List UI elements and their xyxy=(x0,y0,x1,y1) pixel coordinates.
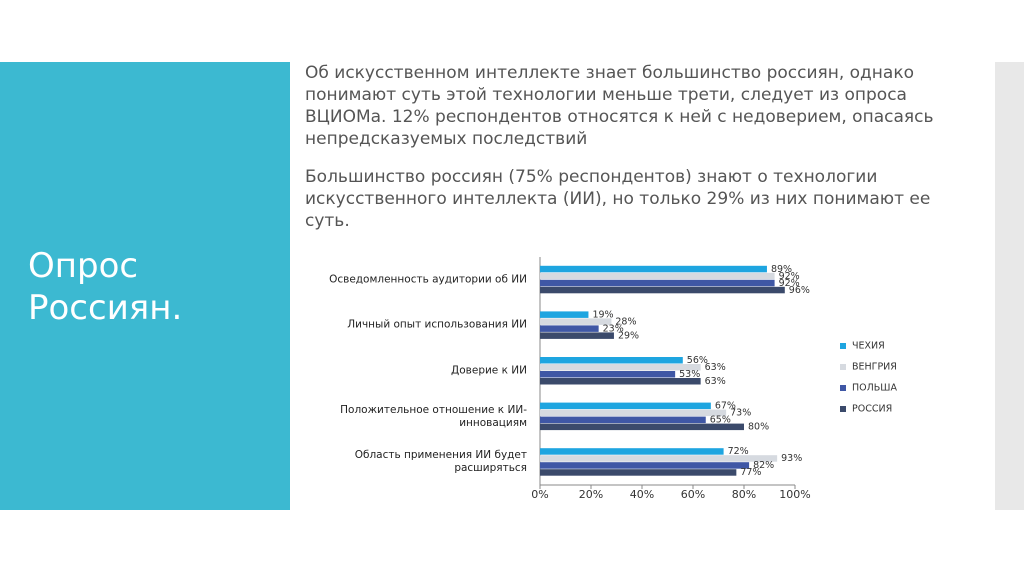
legend-swatch xyxy=(840,385,846,391)
data-label: 23% xyxy=(603,323,624,334)
bar xyxy=(540,409,727,417)
data-label: 29% xyxy=(618,330,639,341)
bar xyxy=(540,272,775,280)
data-label: 63% xyxy=(705,362,726,373)
bar xyxy=(540,279,775,287)
data-label: 92% xyxy=(779,271,800,282)
legend-label: ПОЛЬША xyxy=(852,383,897,394)
data-label: 89% xyxy=(771,264,792,275)
legend-label: ВЕНГРИЯ xyxy=(852,362,897,373)
bar xyxy=(540,332,614,339)
category-label: Положительное отношение к ИИ-инновациям xyxy=(340,403,527,429)
data-label: 96% xyxy=(789,285,810,296)
bar xyxy=(540,325,599,332)
data-label: 53% xyxy=(679,369,700,380)
bar xyxy=(540,455,778,462)
x-tick-label: 40% xyxy=(630,488,654,501)
data-label: 19% xyxy=(592,309,613,320)
data-label: 93% xyxy=(781,453,802,464)
bar xyxy=(540,378,701,385)
bar xyxy=(540,423,744,431)
bar xyxy=(540,371,676,378)
bar xyxy=(540,286,785,294)
x-tick-label: 60% xyxy=(681,488,705,501)
legend-swatch xyxy=(840,364,846,370)
data-label: 77% xyxy=(740,467,761,478)
x-tick-label: 0% xyxy=(531,488,548,501)
data-label: 92% xyxy=(779,278,800,289)
legend-swatch xyxy=(840,343,846,349)
category-label: Область применения ИИ будет расширяться xyxy=(354,449,527,475)
bar xyxy=(540,416,706,424)
bar xyxy=(540,462,750,469)
data-label: 65% xyxy=(710,415,731,426)
x-tick-label: 20% xyxy=(579,488,603,501)
category-label: Доверие к ИИ xyxy=(451,364,527,377)
category-label: Осведомленность аудитории об ИИ xyxy=(329,273,527,286)
category-label: Личный опыт использования ИИ xyxy=(347,318,527,331)
scroll-strip xyxy=(995,62,1024,510)
data-label: 73% xyxy=(730,408,751,419)
bar xyxy=(540,364,701,371)
data-label: 56% xyxy=(687,355,708,366)
data-label: 72% xyxy=(728,446,749,457)
data-label: 63% xyxy=(705,376,726,387)
legend-label: ЧЕХИЯ xyxy=(852,341,885,352)
x-tick-label: 100% xyxy=(779,488,810,501)
bar xyxy=(540,318,612,325)
side-panel xyxy=(0,62,290,510)
legend-label: РОССИЯ xyxy=(852,404,892,415)
x-tick-label: 80% xyxy=(732,488,756,501)
legend-swatch xyxy=(840,406,846,412)
data-label: 80% xyxy=(748,422,769,433)
paragraph: Об искусственном интеллекте знает больши… xyxy=(305,63,934,149)
bar xyxy=(540,469,737,476)
paragraph: Большинство россиян (75% респондентов) з… xyxy=(305,167,931,231)
slide-title: Опрос Россиян. xyxy=(28,246,183,328)
bar xyxy=(540,357,683,364)
data-label: 28% xyxy=(615,316,636,327)
data-label: 67% xyxy=(715,401,736,412)
bar xyxy=(540,311,589,318)
bar xyxy=(540,265,767,273)
bar xyxy=(540,448,724,455)
bar xyxy=(540,402,711,410)
data-label: 82% xyxy=(753,460,774,471)
